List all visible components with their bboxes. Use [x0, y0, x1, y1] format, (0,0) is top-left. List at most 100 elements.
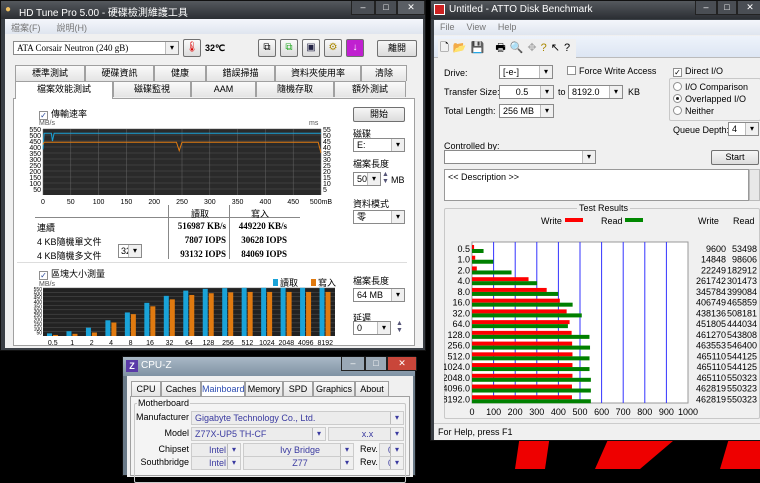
y-tick: 350 — [29, 151, 41, 158]
menu-file[interactable]: File — [440, 22, 455, 32]
total-length-select[interactable]: 256 MB — [499, 104, 554, 118]
down-arrow-icon[interactable]: ↓ — [346, 39, 364, 57]
new-icon[interactable]: 🗋 — [440, 42, 453, 54]
copy-text-icon[interactable]: ⧉ — [258, 39, 276, 57]
minimize-button[interactable]: – — [351, 1, 375, 15]
tab-3[interactable]: 錯誤掃描 — [206, 65, 275, 81]
x-tick: 200 — [148, 199, 160, 206]
close-button[interactable]: ✕ — [387, 357, 417, 371]
tab2-3[interactable]: 隨機存取 — [256, 81, 334, 97]
file-length-spinner[interactable]: ▲ ▼ — [382, 171, 389, 185]
drive-select[interactable]: [-e-] — [499, 65, 553, 79]
menu-help[interactable]: Help — [497, 22, 517, 32]
maximize-button[interactable]: □ — [365, 357, 387, 371]
tab2-1[interactable]: 磁碟監視 — [113, 81, 191, 97]
description-scrollbar[interactable] — [749, 169, 760, 201]
close-button[interactable]: ✕ — [397, 1, 425, 15]
atto-window: Untitled - ATTO Disk Benchmark – □ ✕ Fil… — [430, 0, 760, 441]
tab-memory[interactable]: Memory — [245, 381, 283, 396]
delay-input[interactable]: 0 — [353, 321, 391, 335]
start-button[interactable]: Start — [711, 150, 759, 165]
y2-tick: 45 — [323, 139, 331, 146]
maximize-button[interactable]: □ — [375, 1, 397, 15]
tab-mainboard[interactable]: Mainboard — [201, 381, 245, 396]
tab-5[interactable]: 清除 — [361, 65, 407, 81]
manufacturer-field: Gigabyte Technology Co., Ltd. — [191, 411, 404, 425]
context-help-icon[interactable]: ↖? — [550, 42, 575, 54]
delay-spinner[interactable]: ▲ ▼ — [396, 320, 403, 334]
bar-write — [472, 298, 560, 303]
minimize-button[interactable]: – — [341, 357, 365, 371]
transfer-to-select[interactable]: 8192.0 — [568, 85, 623, 99]
radio-2[interactable]: Neither — [673, 106, 714, 116]
bar-write — [472, 373, 573, 378]
bar-read — [222, 288, 228, 336]
menu-view[interactable]: View — [466, 22, 486, 32]
radio-1[interactable]: Overlapped I/O — [673, 94, 746, 104]
direct-io-checkbox[interactable]: ✓ Direct I/O — [673, 66, 724, 77]
file-length-input[interactable]: 500 — [353, 172, 381, 186]
tab-spd[interactable]: SPD — [283, 381, 313, 396]
description-textarea[interactable]: << Description >> — [444, 169, 749, 201]
radio-0[interactable]: I/O Comparison — [673, 82, 748, 92]
menu-file[interactable]: 檔案(F) — [11, 23, 41, 33]
chipset-label: Chipset — [158, 444, 189, 454]
tab-2[interactable]: 健康 — [154, 65, 206, 81]
thermometer-icon[interactable]: 🌡 — [183, 39, 201, 57]
x-tick: 512 — [242, 340, 254, 347]
read-value: 508181 — [727, 308, 757, 318]
data-mode-select[interactable]: 零 — [353, 210, 405, 224]
start-button[interactable]: 開始 — [353, 107, 405, 122]
tab-caches[interactable]: Caches — [161, 381, 201, 396]
minimize-button[interactable]: – — [695, 1, 717, 15]
tab-graphics[interactable]: Graphics — [313, 381, 355, 396]
maximize-button[interactable]: □ — [717, 1, 737, 15]
force-write-checkbox[interactable]: Force Write Access — [567, 66, 656, 76]
transfer-from-select[interactable]: 0.5 — [499, 85, 554, 99]
y-tick: 0.5 — [457, 244, 470, 254]
disk-select[interactable]: E: — [353, 138, 405, 152]
drive-select[interactable]: ATA Corsair Neutron (240 gB) — [13, 41, 179, 55]
tab2-2[interactable]: AAM — [191, 81, 256, 97]
controlled-by-select[interactable] — [444, 150, 596, 164]
hdtune-titlebar[interactable]: HD Tune Pro 5.00 - 硬碟檢測維護工具 — [1, 1, 425, 19]
tab2-0[interactable]: 檔案效能測試 — [15, 81, 113, 99]
transfer-rate-checkbox[interactable]: ✓ 傳輸速率 — [39, 109, 88, 120]
tab-0[interactable]: 標準測試 — [15, 65, 85, 81]
block-file-length-select[interactable]: 64 MB — [353, 288, 405, 302]
save-icon[interactable]: ▣ — [302, 39, 320, 57]
y-tick: 2.0 — [457, 265, 470, 275]
y2-tick: 55 — [323, 127, 331, 134]
tab2-4[interactable]: 額外測試 — [334, 81, 406, 97]
bar-write — [286, 291, 292, 336]
bar-write — [72, 333, 78, 336]
copy-image-icon[interactable]: ⧉ — [280, 39, 298, 57]
exit-button[interactable]: 離開 — [377, 40, 417, 57]
print-icon[interactable]: 🖶 — [495, 42, 510, 54]
queue-depth-select[interactable]: 4 — [728, 122, 759, 136]
save-icon[interactable]: 💾 — [470, 42, 489, 54]
bar-write — [306, 291, 312, 336]
x-tick: 16 — [146, 340, 154, 347]
menu-help[interactable]: 說明(H) — [56, 23, 88, 33]
tab-cpu[interactable]: CPU — [131, 381, 161, 396]
atto-titlebar[interactable]: Untitled - ATTO Disk Benchmark — [431, 1, 760, 19]
y-tick: 50 — [33, 187, 41, 194]
x-tick: 1 — [70, 340, 74, 347]
close-button[interactable]: ✕ — [737, 1, 760, 15]
table-divider — [168, 205, 169, 259]
tab-about[interactable]: About — [355, 381, 389, 396]
help-icon[interactable]: ? — [540, 42, 551, 54]
y-tick: 1024.0 — [444, 362, 470, 372]
block-size-checkbox[interactable]: ✓ 區塊大小測量 — [39, 269, 106, 280]
open-icon[interactable]: 📂 — [452, 42, 471, 54]
tab-1[interactable]: 硬碟資訊 — [85, 65, 154, 81]
y-tick: 256.0 — [447, 341, 470, 351]
options-icon[interactable]: ⚙ — [324, 39, 342, 57]
move-icon[interactable]: ✥ — [527, 42, 541, 54]
queue-spinner[interactable]: 32 — [118, 244, 142, 258]
tab-4[interactable]: 資料夾使用率 — [275, 65, 361, 81]
print-preview-icon[interactable]: 🔍 — [509, 42, 528, 54]
write-value: 465110 — [697, 373, 726, 383]
y2-tick: 30 — [323, 157, 331, 164]
